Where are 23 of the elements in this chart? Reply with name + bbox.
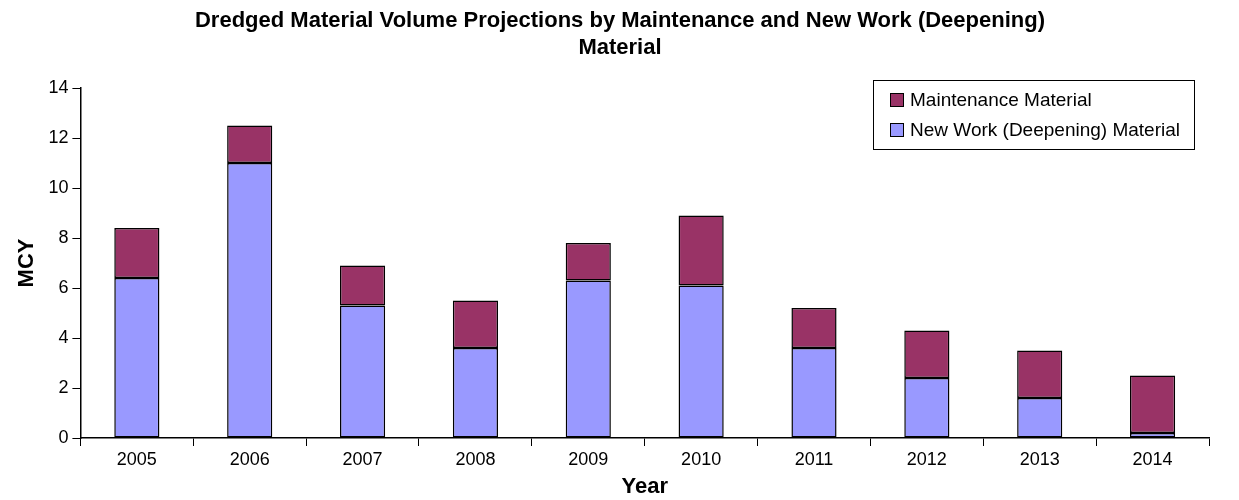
y-tick-label: 0 [58, 426, 69, 447]
y-tick-label: 8 [58, 226, 69, 247]
x-tick-label: 2013 [1019, 448, 1060, 469]
y-tick-label: 12 [48, 126, 69, 147]
legend-label: New Work (Deepening) Material [910, 118, 1180, 142]
x-tick-label: 2008 [455, 448, 496, 469]
x-tick-label: 2011 [794, 448, 834, 469]
x-tick-label: 2010 [681, 448, 722, 469]
chart-title: Dredged Material Volume Projections by Maintenance and New Work (Deepening) Material [194, 6, 1046, 60]
x-tick-label: 2009 [568, 448, 609, 469]
legend-label: Maintenance Material [910, 88, 1092, 112]
x-tick-label: 2005 [116, 448, 157, 469]
x-tick-label: 2006 [229, 448, 270, 469]
x-axis-title: Year [621, 472, 669, 498]
x-tick-label: 2007 [342, 448, 383, 469]
y-axis-title: MCY [13, 238, 39, 288]
y-tick-label: 6 [58, 276, 69, 297]
y-tick-label: 14 [48, 76, 69, 97]
y-tick-label: 4 [58, 326, 69, 347]
x-tick-label: 2012 [906, 448, 947, 469]
y-tick-label: 2 [58, 376, 69, 397]
x-tick-label: 2014 [1132, 448, 1173, 469]
y-tick-label: 10 [48, 176, 69, 197]
